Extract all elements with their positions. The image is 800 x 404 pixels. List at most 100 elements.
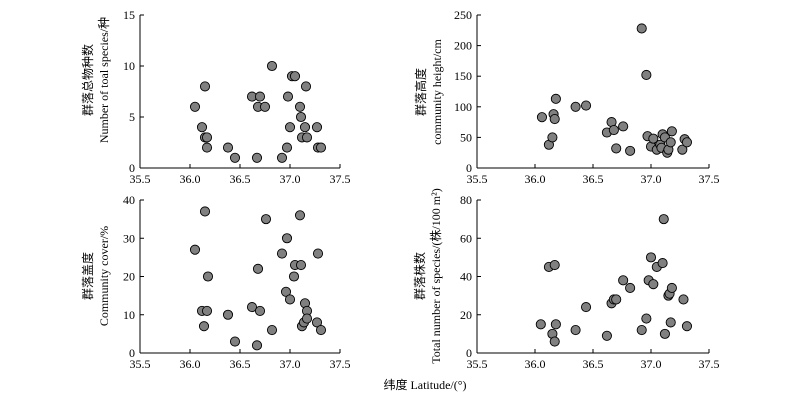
- data-point: [295, 111, 307, 123]
- y-tick-label: 5: [129, 110, 135, 124]
- data-point: [611, 143, 622, 154]
- data-point: [284, 122, 296, 133]
- x-tick-label: 37.0: [641, 172, 662, 186]
- data-point: [315, 324, 327, 336]
- x-tick-label: 36.0: [180, 357, 201, 371]
- data-point: [580, 100, 592, 111]
- data-point: [251, 340, 263, 351]
- x-tick-label: 37.5: [330, 172, 351, 186]
- x-tick-label: 35.5: [130, 172, 151, 186]
- data-point: [549, 113, 560, 125]
- y-tick-label: 40: [460, 270, 472, 284]
- data-point: [666, 126, 677, 137]
- y-tick-label: 0: [466, 346, 472, 360]
- data-point: [254, 305, 266, 316]
- x-tick-label: 36.0: [525, 357, 546, 371]
- y-tick-label: 0: [129, 346, 135, 360]
- data-point: [294, 210, 306, 221]
- data-point: [580, 302, 592, 313]
- data-point: [246, 302, 258, 313]
- data-point: [201, 305, 213, 316]
- y-tick-label: 200: [454, 39, 472, 53]
- data-point: [276, 152, 288, 163]
- data-point: [665, 317, 676, 328]
- x-tick-label: 35.5: [130, 357, 151, 371]
- data-point: [549, 336, 560, 347]
- data-point: [666, 282, 677, 294]
- y-tick-label: 10: [123, 59, 135, 73]
- y-tick-label: 20: [460, 308, 472, 322]
- data-point: [636, 324, 647, 336]
- panel-community-height: 群落高度 community height/cm 35.5 36.0 36.5 37.…: [413, 8, 720, 186]
- x-tick-label: 35.5: [467, 172, 488, 186]
- x-tick-label: 36.5: [230, 172, 251, 186]
- x-tick-label: 36.5: [583, 357, 604, 371]
- x-tick-label: 36.5: [230, 357, 251, 371]
- data-point: [618, 275, 629, 286]
- data-point: [535, 319, 546, 330]
- data-point: [547, 132, 558, 143]
- x-tick-label: 36.0: [525, 172, 546, 186]
- data-point: [288, 271, 300, 282]
- panel4-ylabel-cn: 群落株数: [412, 252, 427, 300]
- panel1-ylabel-en: Number of toal species/种: [97, 17, 111, 143]
- y-tick-label: 80: [460, 193, 472, 207]
- x-tick-label: 37.5: [330, 357, 351, 371]
- data-point: [281, 142, 293, 153]
- data-point: [201, 132, 213, 143]
- data-point: [641, 313, 652, 324]
- x-tick-label: 37.0: [280, 172, 301, 186]
- y-tick-label: 10: [123, 308, 135, 322]
- data-point: [636, 23, 647, 34]
- data-point: [259, 101, 271, 112]
- data-point: [601, 330, 612, 341]
- data-point: [199, 81, 211, 92]
- y-tick-label: 0: [129, 161, 135, 175]
- data-point: [648, 133, 659, 144]
- data-point: [641, 69, 652, 81]
- panel-plant-count: 群落株数 Total number of species/(株/100 m²) …: [412, 188, 720, 371]
- y-tick-label: 0: [466, 161, 472, 175]
- data-point: [284, 294, 296, 305]
- x-tick-label: 37.0: [641, 357, 662, 371]
- x-tick-label: 37.0: [280, 357, 301, 371]
- data-point: [658, 214, 669, 225]
- data-point: [276, 248, 288, 259]
- data-point: [229, 336, 241, 347]
- data-point: [677, 144, 688, 155]
- data-point: [222, 142, 234, 153]
- x-tick-label: 35.5: [467, 357, 488, 371]
- data-point: [260, 214, 272, 225]
- y-tick-label: 250: [454, 8, 472, 22]
- data-point: [678, 294, 689, 305]
- y-tick-label: 60: [460, 231, 472, 245]
- data-point: [625, 282, 636, 294]
- data-point: [618, 121, 629, 132]
- data-point: [199, 206, 211, 217]
- data-point: [301, 313, 313, 324]
- data-point: [196, 122, 208, 133]
- x-tick-label: 37.5: [699, 172, 720, 186]
- data-point: [266, 60, 278, 72]
- data-point: [295, 259, 307, 271]
- data-point: [681, 137, 693, 148]
- y-tick-label: 100: [454, 100, 472, 114]
- data-point: [299, 122, 311, 133]
- y-tick-label: 20: [123, 270, 135, 284]
- data-point: [315, 142, 327, 153]
- data-point: [648, 279, 659, 290]
- data-point: [282, 91, 294, 102]
- y-tick-label: 30: [123, 231, 135, 245]
- shared-x-axis-label: 纬度 Latitude/(°): [383, 377, 466, 392]
- panel3-ylabel-cn: 群落盖度: [80, 252, 95, 300]
- data-point: [681, 321, 693, 332]
- data-point: [550, 93, 561, 104]
- panel1-ylabel-cn: 群落总物种数: [80, 44, 95, 116]
- y-tick-label: 40: [123, 193, 135, 207]
- y-tick-label: 50: [460, 130, 472, 144]
- data-point: [657, 258, 668, 269]
- data-point: [198, 321, 210, 332]
- data-point: [611, 294, 622, 305]
- y-tick-label: 15: [123, 8, 135, 22]
